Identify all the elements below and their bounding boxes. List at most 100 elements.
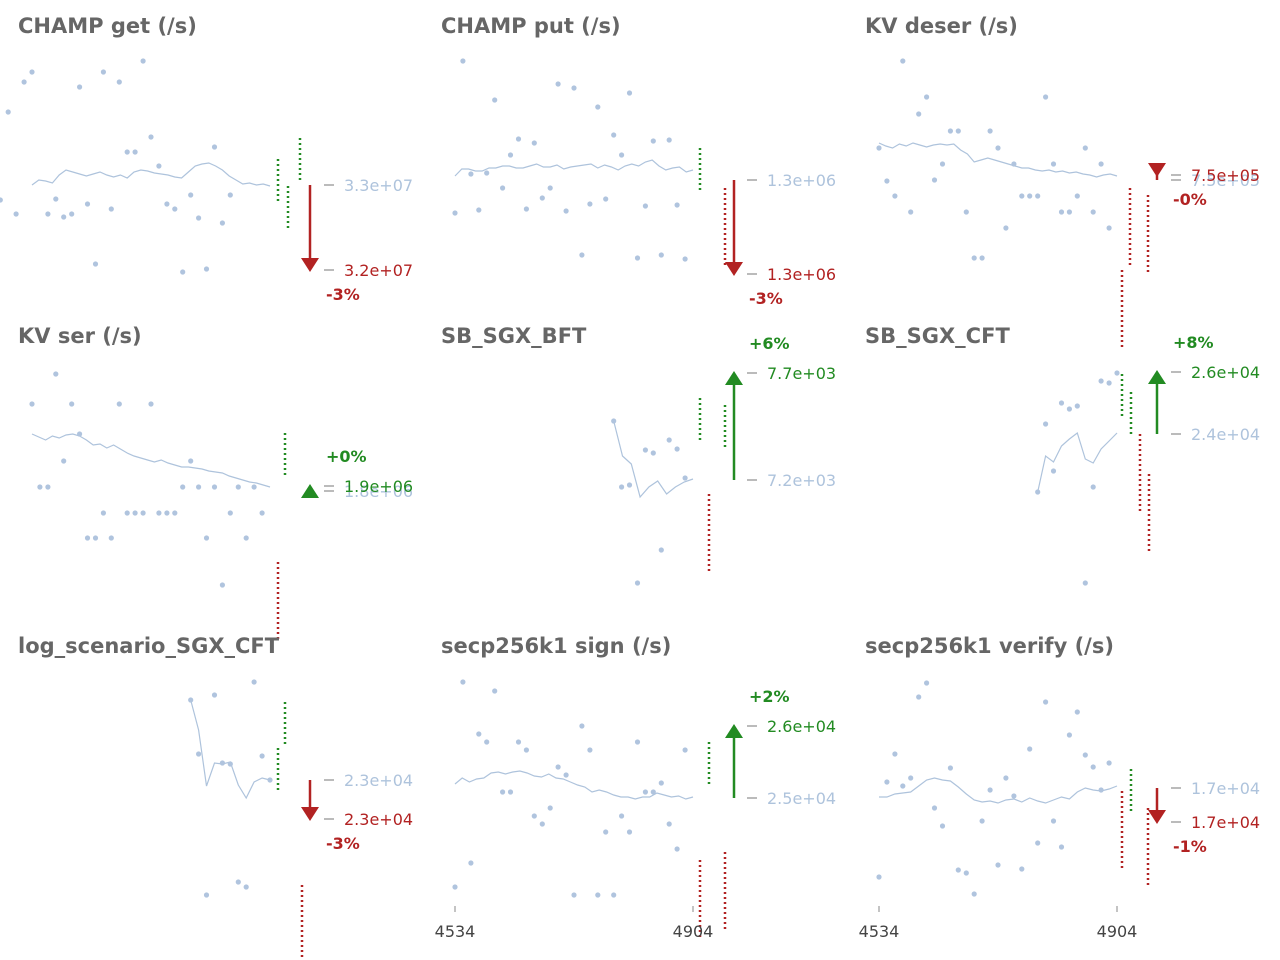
data-point xyxy=(674,202,680,208)
data-point xyxy=(188,192,194,198)
data-point xyxy=(148,134,154,140)
data-point xyxy=(1050,818,1057,824)
data-point xyxy=(611,418,617,424)
data-point xyxy=(1058,209,1065,215)
data-point xyxy=(539,195,545,201)
chart-panel-9: secp256k1 verify (/s) 1.7e+04 1.7e+04 -1% 45… xyxy=(847,620,1267,941)
data-point xyxy=(666,821,672,827)
data-point xyxy=(603,829,609,835)
data-point xyxy=(507,789,514,795)
data-point xyxy=(884,779,890,785)
data-point xyxy=(460,58,466,64)
data-point xyxy=(666,137,672,143)
data-point xyxy=(0,197,3,203)
data-point xyxy=(116,79,122,85)
percent-change-label: +0% xyxy=(326,447,367,466)
data-point xyxy=(642,447,648,453)
data-point xyxy=(29,69,35,75)
percent-change-label: -1% xyxy=(1173,837,1207,856)
data-point xyxy=(900,783,906,789)
data-point xyxy=(61,458,67,464)
data-point xyxy=(507,152,514,158)
data-point xyxy=(84,201,91,207)
data-point xyxy=(595,104,601,110)
change-arrow-head xyxy=(1148,163,1166,177)
data-point xyxy=(92,535,99,541)
data-point xyxy=(979,255,985,261)
data-point xyxy=(227,761,233,767)
chart-plot-svg: 1.3e+06 1.3e+06 -3% xyxy=(452,58,836,308)
data-point xyxy=(188,697,194,703)
data-point xyxy=(1074,403,1080,409)
data-point xyxy=(196,751,202,757)
data-point xyxy=(468,860,474,866)
data-point xyxy=(1043,421,1049,427)
data-point xyxy=(1019,866,1025,872)
data-point xyxy=(1011,161,1017,167)
chart-title: CHAMP get (/s) xyxy=(18,14,197,38)
change-arrow-head xyxy=(725,371,743,385)
data-point xyxy=(563,208,569,214)
data-point xyxy=(947,128,953,134)
chart-plot-svg: 7.2e+03 7.7e+03 +6% xyxy=(611,334,836,586)
change-arrow-head xyxy=(301,484,319,498)
data-point xyxy=(587,747,593,753)
data-point xyxy=(547,805,553,811)
trend-line xyxy=(190,699,271,800)
data-point xyxy=(1058,400,1065,406)
change-arrow-head xyxy=(301,258,319,272)
data-point xyxy=(579,723,585,729)
data-point xyxy=(979,818,985,824)
data-point xyxy=(211,484,218,490)
data-point xyxy=(116,401,122,407)
chart-panel-5: SB_SGX_BFT 7.2e+03 7.7e+03 +6% xyxy=(423,310,843,620)
percent-change-label: -3% xyxy=(326,285,360,304)
data-point xyxy=(77,84,83,90)
data-point xyxy=(452,210,458,216)
percent-change-label: -3% xyxy=(749,289,783,308)
data-point xyxy=(180,484,186,490)
data-point xyxy=(650,789,656,795)
data-point xyxy=(69,211,75,217)
change-arrow-head xyxy=(1148,810,1166,824)
data-point xyxy=(29,401,35,407)
data-point xyxy=(579,252,585,258)
change-arrow-head xyxy=(725,724,743,738)
data-point xyxy=(1074,709,1080,715)
percent-change-label: +6% xyxy=(749,334,790,353)
data-point xyxy=(203,266,210,272)
data-point xyxy=(235,484,241,490)
data-point xyxy=(156,163,162,169)
data-point xyxy=(634,255,641,261)
chart-plot-svg: 2.3e+04 2.3e+04 -3% xyxy=(188,679,413,960)
data-point xyxy=(619,484,625,490)
chart-plot-svg: 1.7e+04 1.7e+04 -1% xyxy=(876,680,1260,912)
data-point xyxy=(460,679,466,685)
data-point xyxy=(611,132,617,138)
data-point xyxy=(916,111,922,117)
data-point xyxy=(634,580,641,586)
data-point xyxy=(164,510,170,516)
percent-change-label: -0% xyxy=(1173,190,1207,209)
data-point xyxy=(108,535,114,541)
data-point xyxy=(1035,840,1041,846)
data-point xyxy=(227,192,233,198)
chart-plot-svg: 2.4e+04 2.6e+04 +8% xyxy=(1035,333,1260,586)
data-point xyxy=(452,884,458,890)
data-point xyxy=(13,211,19,217)
data-point xyxy=(634,739,641,745)
chart-panel-3: KV deser (/s) 7.5e+05 7.5e+05 -0% xyxy=(847,0,1267,350)
data-point xyxy=(955,867,961,873)
data-point xyxy=(515,136,522,142)
data-point xyxy=(492,97,498,103)
trend-line xyxy=(31,433,271,488)
data-point xyxy=(1114,370,1120,376)
data-point xyxy=(203,535,210,541)
data-point xyxy=(156,510,162,516)
data-point xyxy=(500,789,506,795)
data-point xyxy=(523,206,529,212)
data-point xyxy=(955,128,961,134)
chart-title: secp256k1 sign (/s) xyxy=(441,634,672,658)
data-point xyxy=(251,484,257,490)
